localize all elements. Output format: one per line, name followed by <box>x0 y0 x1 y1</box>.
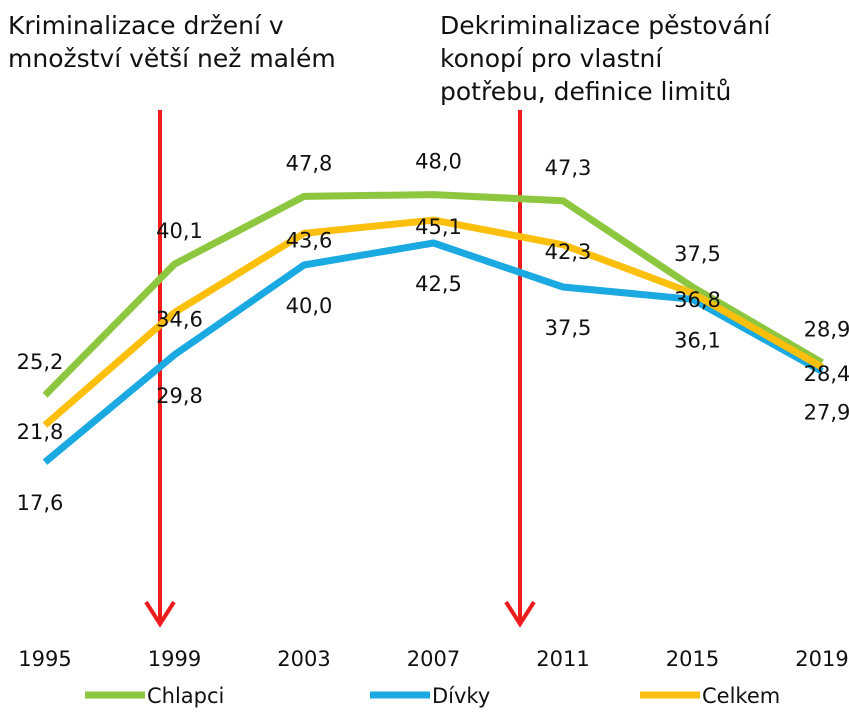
annotation: Dekriminalizace pěstování <box>440 11 772 40</box>
x-tick-label: 2011 <box>536 647 589 671</box>
annotation: potřebu, definice limitů <box>440 77 731 106</box>
x-tick-label: 1999 <box>148 647 201 671</box>
annotation: konopí pro vlastní <box>440 44 663 73</box>
x-tick-label: 2007 <box>407 647 460 671</box>
annotation: množství větší než malém <box>8 44 336 73</box>
x-tick-label: 2015 <box>666 647 719 671</box>
data-label: 37,5 <box>545 316 592 340</box>
data-label: 36,8 <box>674 288 721 312</box>
data-label: 45,1 <box>415 215 462 239</box>
data-label: 27,9 <box>804 400 849 424</box>
arrow <box>504 110 536 628</box>
data-label: 28,4 <box>804 362 849 386</box>
data-label: 17,6 <box>17 491 64 515</box>
data-label: 25,2 <box>17 350 64 374</box>
line-series <box>42 239 824 465</box>
legend-label: Celkem <box>702 684 780 708</box>
data-label: 43,6 <box>286 228 333 252</box>
legend-label: Dívky <box>432 684 490 708</box>
data-label: 42,3 <box>545 240 592 264</box>
x-tick-label: 2019 <box>795 647 848 671</box>
line-series <box>42 191 824 398</box>
data-label: 40,1 <box>156 219 203 243</box>
data-label: 47,8 <box>286 151 333 175</box>
data-label: 28,9 <box>804 318 849 342</box>
data-label: 21,8 <box>17 420 64 444</box>
data-label: 36,1 <box>674 328 721 352</box>
data-label: 48,0 <box>415 150 462 174</box>
data-label: 34,6 <box>156 308 203 332</box>
data-label: 40,0 <box>286 294 333 318</box>
x-tick-label: 2003 <box>277 647 330 671</box>
data-label: 47,3 <box>545 156 592 180</box>
data-label: 29,8 <box>156 384 203 408</box>
legend-label: Chlapci <box>147 684 224 708</box>
data-label: 42,5 <box>415 272 462 296</box>
x-tick-label: 1995 <box>18 647 71 671</box>
data-label: 37,5 <box>674 242 721 266</box>
annotation: Kriminalizace držení v <box>8 11 284 40</box>
line-series <box>42 216 824 428</box>
